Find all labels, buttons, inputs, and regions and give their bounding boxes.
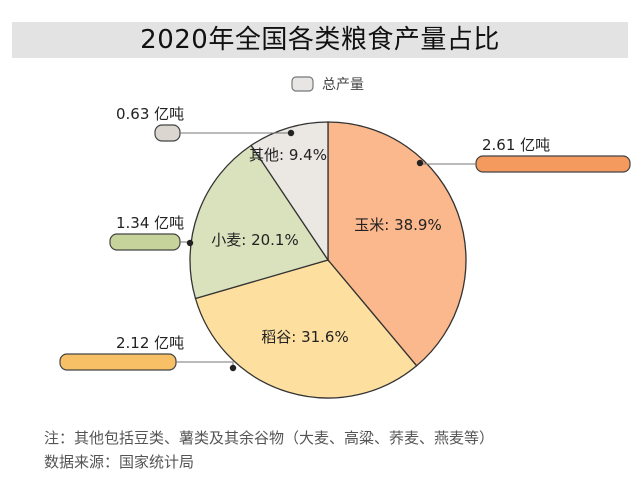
title-bar bbox=[12, 22, 628, 58]
callout-bar-其他 bbox=[154, 124, 181, 142]
pie-slice-玉米 bbox=[327, 121, 467, 367]
slice-label-小麦: 小麦: 20.1% bbox=[211, 231, 298, 249]
leader-dot-稻谷 bbox=[229, 364, 237, 372]
slice-label-其他: 其他: 9.4% bbox=[249, 146, 327, 164]
value-label-小麦: 1.34 亿吨 bbox=[116, 214, 184, 232]
footnote: 注：其他包括豆类、薯类及其余谷物（大麦、高粱、荞麦、燕麦等） bbox=[44, 429, 495, 447]
value-label-其他: 0.63 亿吨 bbox=[116, 105, 184, 123]
callouts: 2.61 亿吨 2.12 亿吨 1.34 亿吨 0.63 亿吨 bbox=[59, 105, 631, 372]
legend-label: 总产量 bbox=[322, 77, 364, 93]
pie-slice-其他 bbox=[250, 121, 329, 263]
slice-label-玉米: 玉米: 38.9% bbox=[354, 216, 441, 234]
leader-line-稻谷 bbox=[176, 361, 234, 368]
pie-slices bbox=[189, 121, 467, 399]
data-source: 数据来源：国家统计局 bbox=[44, 453, 195, 471]
legend-swatch bbox=[291, 76, 314, 92]
slice-label-稻谷: 稻谷: 31.6% bbox=[261, 328, 348, 346]
pie-slice-稻谷 bbox=[194, 259, 418, 399]
value-label-稻谷: 2.12 亿吨 bbox=[116, 334, 184, 352]
leader-line-玉米 bbox=[419, 163, 476, 165]
callout-bar-稻谷 bbox=[59, 353, 177, 371]
callout-bar-玉米 bbox=[475, 155, 631, 173]
leader-dot-玉米 bbox=[416, 159, 424, 167]
callout-bar-小麦 bbox=[109, 233, 181, 251]
value-label-玉米: 2.61 亿吨 bbox=[482, 136, 550, 154]
chart-title: 2020年全国各类粮食产量占比 bbox=[140, 25, 500, 55]
leader-dot-其他 bbox=[287, 129, 295, 137]
leader-dot-小麦 bbox=[186, 239, 194, 247]
slice-labels: 玉米: 38.9% 稻谷: 31.6% 小麦: 20.1% 其他: 9.4% bbox=[211, 146, 441, 346]
pie-slice-小麦 bbox=[189, 144, 330, 300]
legend: 总产量 bbox=[291, 76, 364, 93]
